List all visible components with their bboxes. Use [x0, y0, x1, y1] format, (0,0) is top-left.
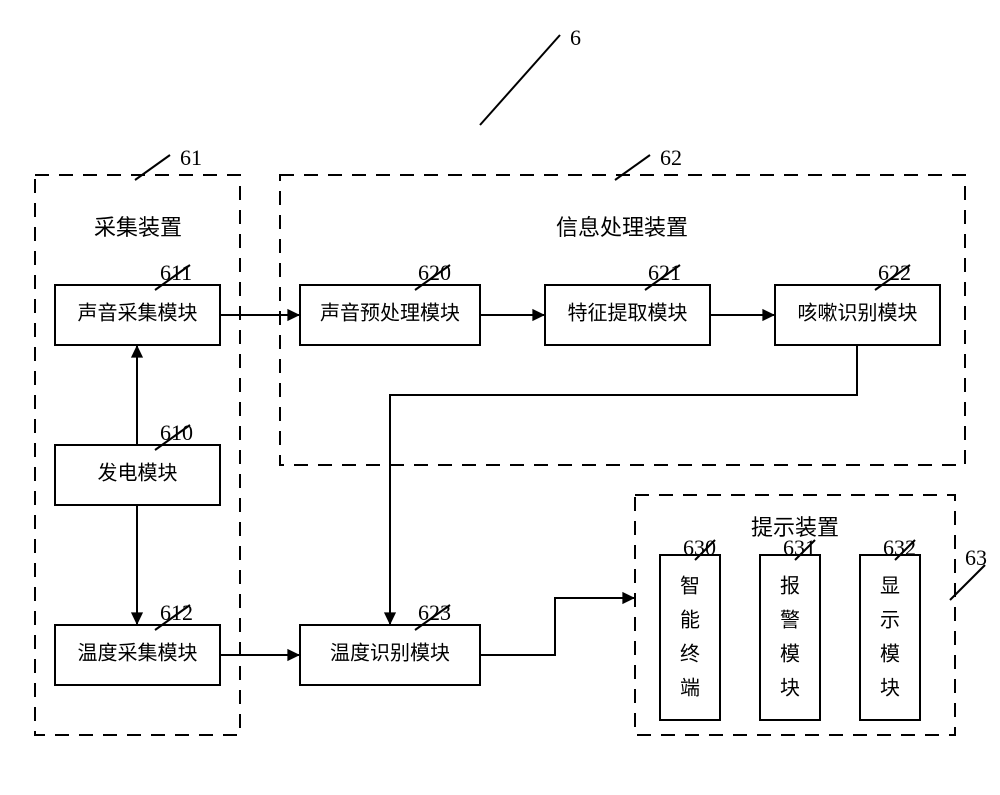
- arrowhead-icon: [131, 612, 143, 625]
- node-label-n631: 报警模块: [780, 575, 800, 700]
- ref-n612: 612: [160, 600, 193, 625]
- arrowhead-icon: [287, 309, 300, 321]
- node-label-n610: 发电模块: [98, 462, 178, 485]
- ref-diagram: 6: [570, 25, 581, 50]
- ref-n620: 620: [418, 260, 451, 285]
- node-label-n621: 特征提取模块: [568, 302, 688, 325]
- group-title-g61: 采集装置: [94, 215, 182, 240]
- ref-leader-g62: [615, 155, 650, 180]
- ref-n621: 621: [648, 260, 681, 285]
- arrowhead-icon: [287, 649, 300, 661]
- node-label-n622: 咳嗽识别模块: [798, 302, 918, 325]
- node-label-n612: 温度采集模块: [78, 642, 198, 665]
- node-label-n632: 显示模块: [880, 576, 900, 700]
- ref-n622: 622: [878, 260, 911, 285]
- ref-n630: 630: [683, 535, 716, 560]
- ref-leader-g61: [135, 155, 170, 180]
- arrowhead-icon: [532, 309, 545, 321]
- ref-leader-diagram: [480, 35, 560, 125]
- ref-n631: 631: [783, 535, 816, 560]
- node-label-n620: 声音预处理模块: [320, 302, 460, 325]
- ref-n623: 623: [418, 600, 451, 625]
- ref-g61: 61: [180, 145, 202, 170]
- arrowhead-icon: [131, 345, 143, 358]
- ref-g63: 63: [965, 545, 987, 570]
- arrowhead-icon: [622, 592, 635, 604]
- arrowhead-icon: [762, 309, 775, 321]
- group-title-g62: 信息处理装置: [556, 215, 688, 240]
- node-label-n623: 温度识别模块: [330, 642, 450, 665]
- ref-n611: 611: [160, 260, 192, 285]
- arrowhead-icon: [384, 612, 396, 625]
- node-label-n630: 智能终端: [680, 575, 700, 700]
- ref-n610: 610: [160, 420, 193, 445]
- ref-n632: 632: [883, 535, 916, 560]
- node-label-n611: 声音采集模块: [78, 302, 198, 325]
- connector: [480, 598, 635, 655]
- ref-g62: 62: [660, 145, 682, 170]
